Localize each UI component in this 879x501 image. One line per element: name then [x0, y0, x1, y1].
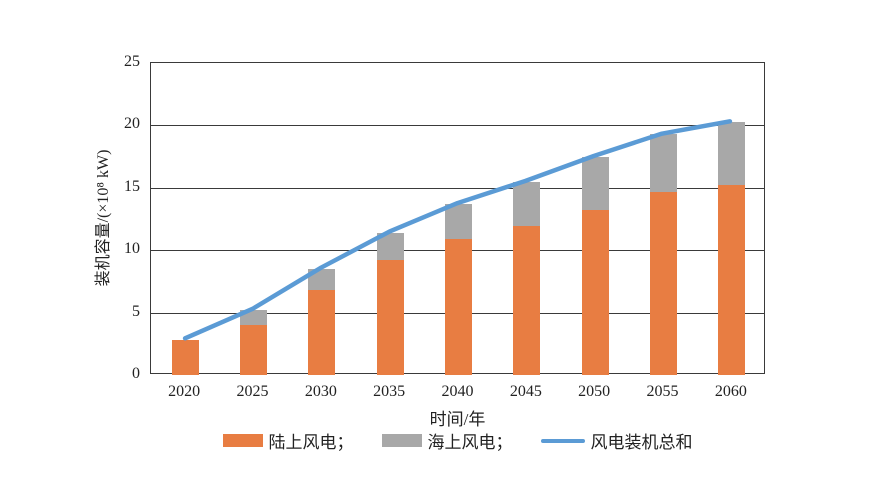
y-tick-label: 25: [124, 53, 140, 70]
legend-swatch-offshore: [381, 434, 422, 447]
x-tick-label: 2035: [373, 383, 406, 400]
bar-segment-offshore: [513, 181, 541, 227]
bar-segment-onshore: [513, 226, 541, 375]
bar-segment-offshore: [308, 268, 336, 291]
total-line-path: [182, 119, 733, 341]
legend-label-total: 风电装机总和: [590, 433, 693, 452]
x-tick-label: 2055: [646, 383, 679, 400]
x-tick-label: 2020: [168, 383, 201, 400]
legend-item-total: 风电装机总和: [540, 428, 693, 453]
legend-item-offshore: 海上风电；: [381, 428, 513, 453]
x-tick-label: 2040: [441, 383, 474, 400]
bar-segment-offshore: [718, 121, 746, 186]
plot-area: [150, 62, 765, 375]
chart-legend: 陆上风电； 海上风电； 风电装机总和: [120, 428, 795, 453]
bar-segment-onshore: [171, 340, 199, 375]
bar-segment-onshore: [308, 290, 336, 375]
total-line: [182, 119, 733, 341]
bar-segment-onshore: [376, 260, 404, 375]
gridline: [151, 187, 764, 189]
bar-segment-onshore: [240, 325, 267, 375]
gridline: [151, 125, 764, 127]
bar-segment-onshore: [445, 238, 472, 375]
legend-label-offshore: 海上风电；: [427, 433, 513, 452]
x-tick-label: 2060: [714, 383, 747, 400]
y-axis-title: 装机容量/(×10⁸ kW): [95, 149, 112, 287]
legend-swatch-onshore: [222, 434, 263, 447]
bar-segment-offshore: [240, 310, 267, 326]
legend-label-onshore: 陆上风电；: [268, 433, 354, 452]
legend-item-onshore: 陆上风电；: [222, 428, 354, 453]
x-tick-label: 2025: [236, 383, 269, 400]
bar-segment-onshore: [650, 191, 677, 375]
x-tick-label: 2030: [304, 383, 337, 400]
y-tick-label: 5: [132, 302, 140, 320]
bar-segment-onshore: [718, 185, 746, 375]
bar-segment-offshore: [581, 156, 609, 211]
bar-segment-offshore: [650, 134, 677, 192]
x-tick-label: 2045: [509, 383, 542, 400]
bar-segment-onshore: [581, 210, 609, 375]
legend-swatch-total: [540, 438, 585, 443]
y-tick-label: 20: [124, 115, 140, 133]
x-axis-title: 时间/年: [429, 410, 486, 429]
y-tick-label: 10: [124, 240, 140, 258]
bar-segment-offshore: [445, 204, 472, 239]
y-tick-label: 15: [124, 177, 140, 195]
y-tick-label: 0: [132, 365, 140, 382]
x-tick-label: 2050: [578, 383, 611, 400]
